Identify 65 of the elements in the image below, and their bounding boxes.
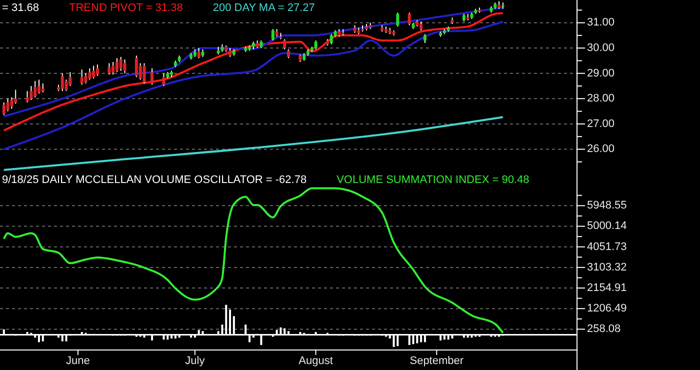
candlestick xyxy=(408,12,411,26)
candlestick xyxy=(190,52,193,60)
y-tick-label: 5000.14 xyxy=(587,220,627,232)
y-tick-label: 4051.73 xyxy=(587,240,627,253)
candlestick xyxy=(68,72,72,86)
y-tick-label: 258.08 xyxy=(587,323,621,336)
x-tick-label: July xyxy=(185,355,206,367)
candlestick xyxy=(220,44,224,52)
candlestick xyxy=(252,41,255,50)
candlestick xyxy=(384,26,388,34)
candlestick xyxy=(201,48,204,58)
candlestick xyxy=(423,34,426,44)
y-tick-label: 5948.55 xyxy=(587,200,627,212)
text: TREND PIVOT = 31.38 xyxy=(69,2,183,14)
candlestick xyxy=(34,80,37,98)
candlestick xyxy=(193,48,196,58)
candlestick xyxy=(494,2,497,10)
y-tick-label: 1206.49 xyxy=(587,302,627,315)
line-series xyxy=(2,187,504,334)
chart-title: 9/18/25 DAILY MCCLELLAN VOLUME OSCILLATOR = -62.78 xyxy=(2,174,307,186)
candlestick xyxy=(330,34,333,45)
candlestick xyxy=(84,72,88,84)
candlestick xyxy=(228,48,232,58)
y-tick-label: 30.00 xyxy=(587,42,615,54)
line-series xyxy=(2,20,504,150)
candlestick xyxy=(470,12,474,20)
x-tick-label: August xyxy=(298,355,333,367)
candlestick xyxy=(41,82,44,93)
y-tick-label: 31.00 xyxy=(587,16,615,29)
candlestick xyxy=(96,64,99,76)
candlestick xyxy=(6,98,10,112)
x-tick-label: September xyxy=(410,355,464,367)
candlestick xyxy=(353,24,356,34)
candlestick xyxy=(178,55,181,62)
candlestick xyxy=(26,90,29,103)
line-series xyxy=(2,12,504,132)
y-tick-label: 28.00 xyxy=(587,92,615,105)
candlestick xyxy=(112,61,115,76)
candlestick xyxy=(166,72,170,79)
y-tick-label: 2154.91 xyxy=(587,282,627,294)
candlestick xyxy=(420,21,423,31)
y-tick-label: 29.00 xyxy=(587,67,615,80)
candlestick xyxy=(224,45,228,52)
y-tick-label: 3103.32 xyxy=(587,261,627,274)
candlestick xyxy=(60,72,64,92)
candlestick xyxy=(119,56,122,72)
candlestick xyxy=(162,72,166,86)
candlestick xyxy=(92,65,96,79)
candlestick xyxy=(10,96,14,110)
x-tick-label: June xyxy=(66,355,90,367)
candlestick xyxy=(30,86,33,100)
candlestick xyxy=(283,38,286,50)
y-tick-label: 26.00 xyxy=(587,143,615,156)
line-series xyxy=(2,116,504,171)
text: 200 DAY MA = 27.27 xyxy=(212,2,315,14)
candlestick xyxy=(142,62,146,84)
chart-title: = 31.68 xyxy=(2,2,40,14)
y-tick-label: 27.00 xyxy=(587,118,615,130)
candlestick xyxy=(123,58,126,74)
candlestick xyxy=(364,24,368,31)
candlestick xyxy=(216,46,220,55)
series-label: VOLUME SUMMATION INDEX = 90.48 xyxy=(336,174,530,186)
candlestick xyxy=(271,28,274,41)
candlestick xyxy=(498,0,501,10)
candlestick xyxy=(501,2,504,10)
